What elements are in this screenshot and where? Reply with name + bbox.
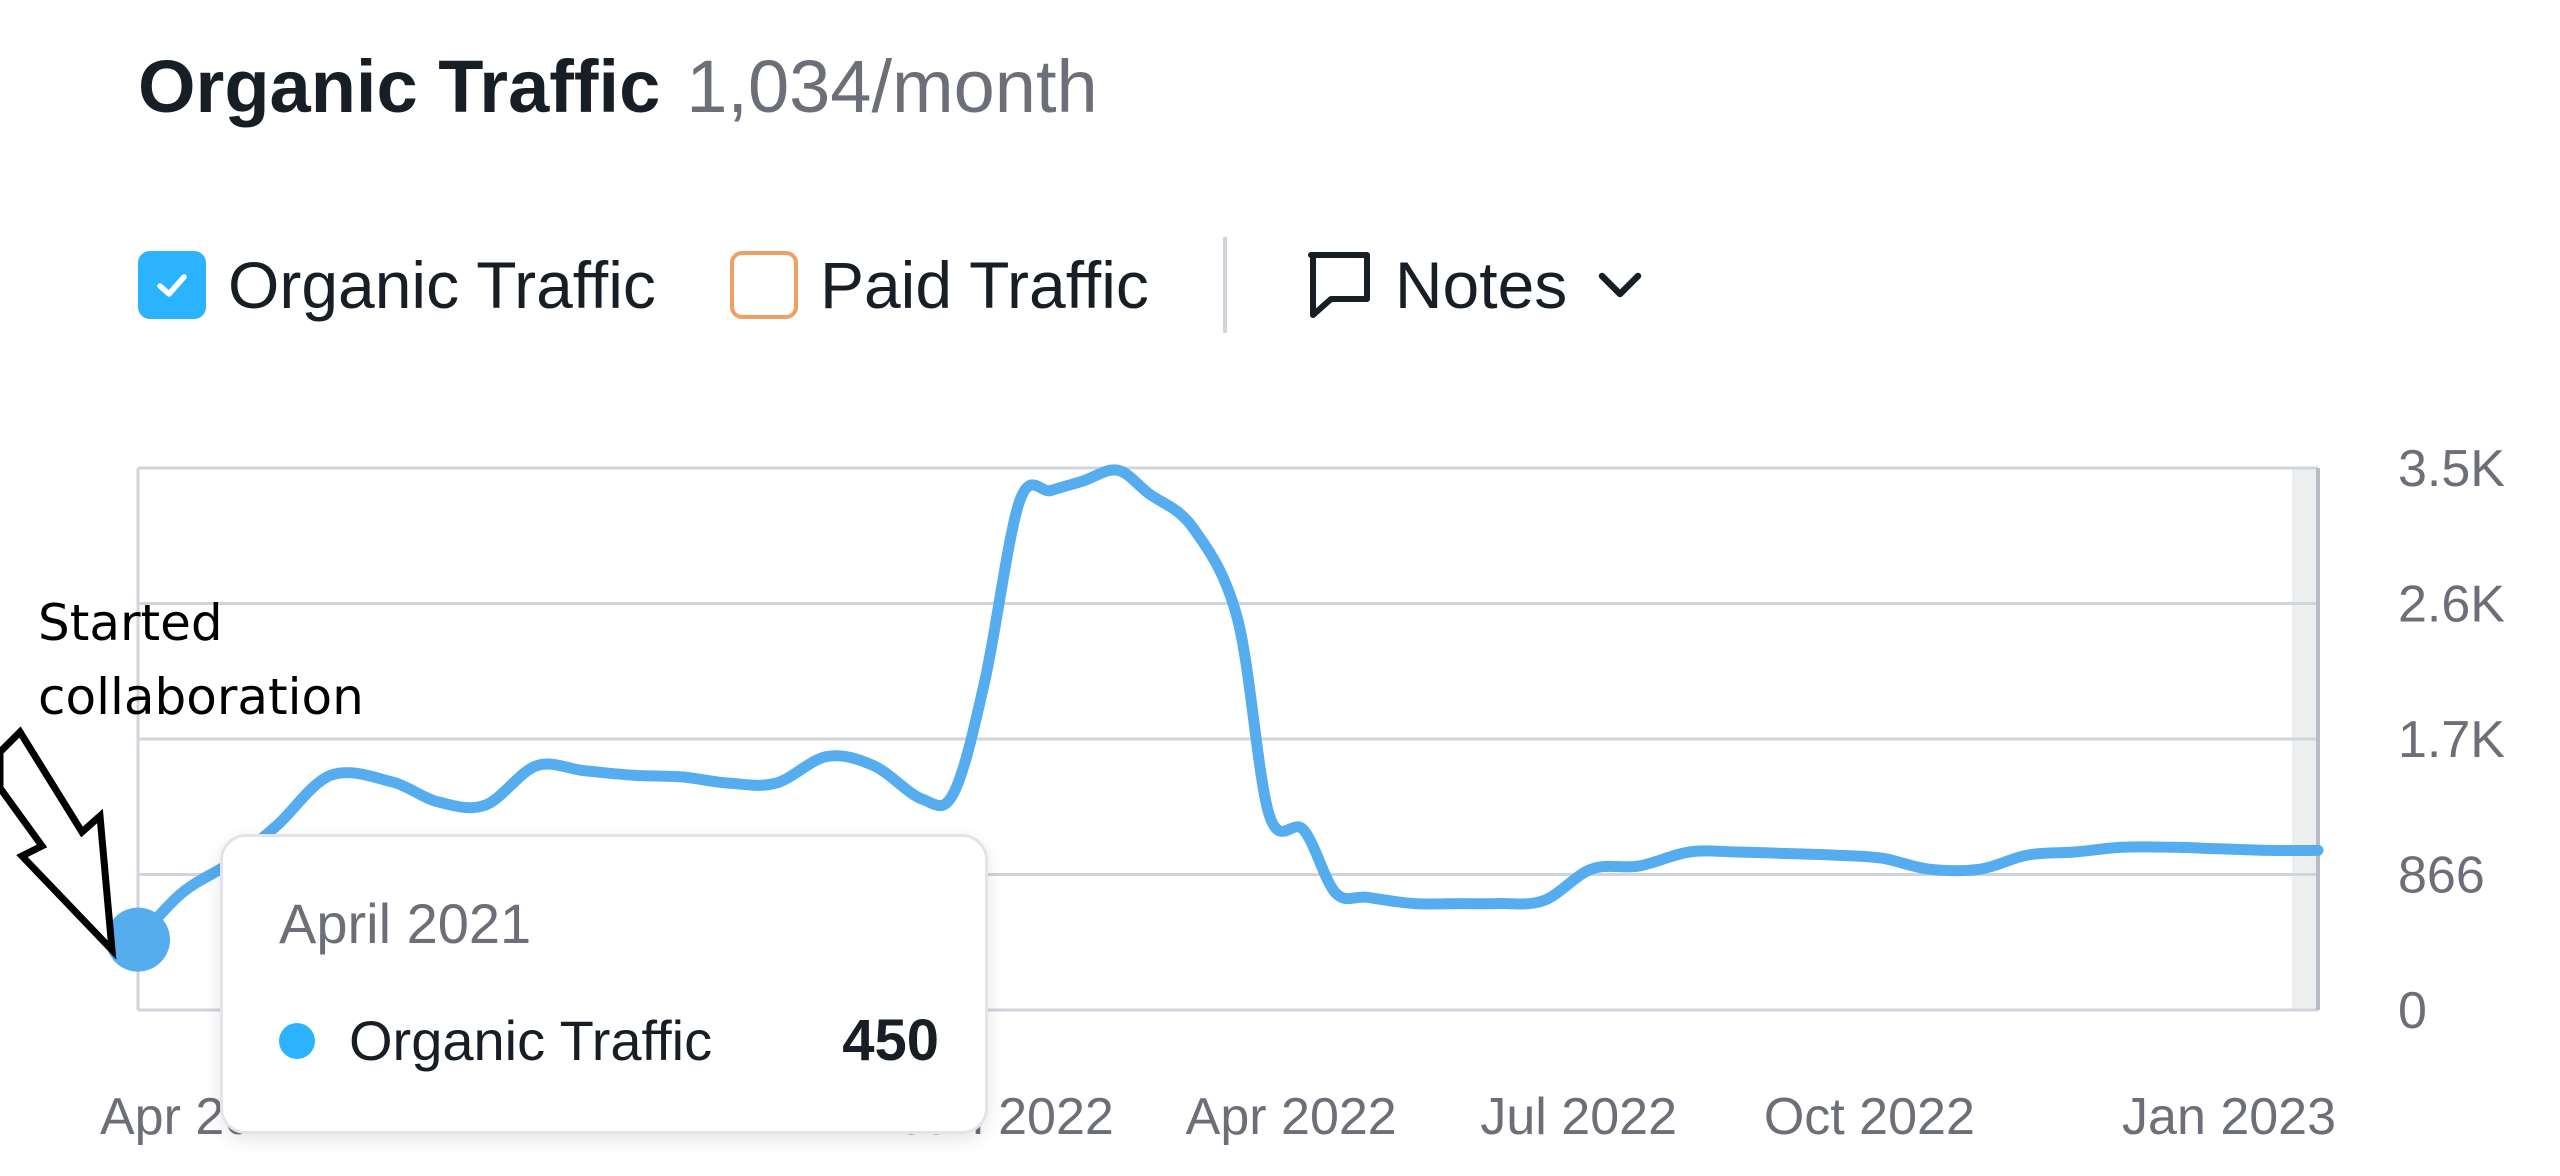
chart-header: Organic Traffic 1,034/month <box>138 44 1098 144</box>
notes-icon <box>1307 252 1370 318</box>
paid-traffic-label: Paid Traffic <box>819 248 1149 322</box>
notes-dropdown[interactable]: Notes <box>1305 247 1643 323</box>
controls-divider <box>1222 237 1227 333</box>
tooltip-series-dot <box>279 1022 315 1059</box>
tooltip-series-name: Organic Traffic <box>349 1009 713 1072</box>
chevron-down-icon <box>1599 272 1642 298</box>
y-tick-label: 0 <box>2398 982 2427 1040</box>
check-icon <box>157 274 187 297</box>
series-line-organic-traffic <box>132 464 2324 946</box>
legend-controls: Organic Traffic Paid Traffic Notes <box>138 237 1643 333</box>
tooltip-row: Organic Traffic 450 <box>279 1007 939 1074</box>
tooltip-date: April 2021 <box>279 892 532 955</box>
organic-traffic-checkbox[interactable] <box>138 251 206 319</box>
paid-traffic-checkbox[interactable] <box>729 251 798 319</box>
y-tick-label: 1.7K <box>2398 711 2505 769</box>
chart-subtitle: 1,034/month <box>686 45 1098 128</box>
x-tick-label: Apr 2022 <box>1186 1088 1397 1146</box>
highlight-point[interactable] <box>106 907 170 972</box>
y-tick-label: 3.5K <box>2398 440 2505 498</box>
x-tick-label: Jan 2023 <box>2122 1088 2336 1146</box>
organic-traffic-label: Organic Traffic <box>228 248 656 322</box>
arrow-icon <box>0 726 117 960</box>
chart-title: Organic Traffic <box>138 45 661 128</box>
notes-label: Notes <box>1394 248 1568 322</box>
chart-tooltip: April 2021 Organic Traffic 450 <box>220 834 988 1134</box>
paid-traffic-toggle[interactable]: Paid Traffic <box>729 247 1149 323</box>
y-tick-label: 2.6K <box>2398 576 2505 634</box>
organic-traffic-toggle[interactable]: Organic Traffic <box>138 247 656 323</box>
tooltip-value: 450 <box>842 1008 939 1073</box>
x-tick-label: Oct 2022 <box>1764 1088 1975 1146</box>
x-tick-label: Jul 2022 <box>1480 1088 1677 1146</box>
annotation-started-collaboration: Started collaboration <box>38 594 364 726</box>
y-tick-label: 866 <box>2398 847 2485 905</box>
